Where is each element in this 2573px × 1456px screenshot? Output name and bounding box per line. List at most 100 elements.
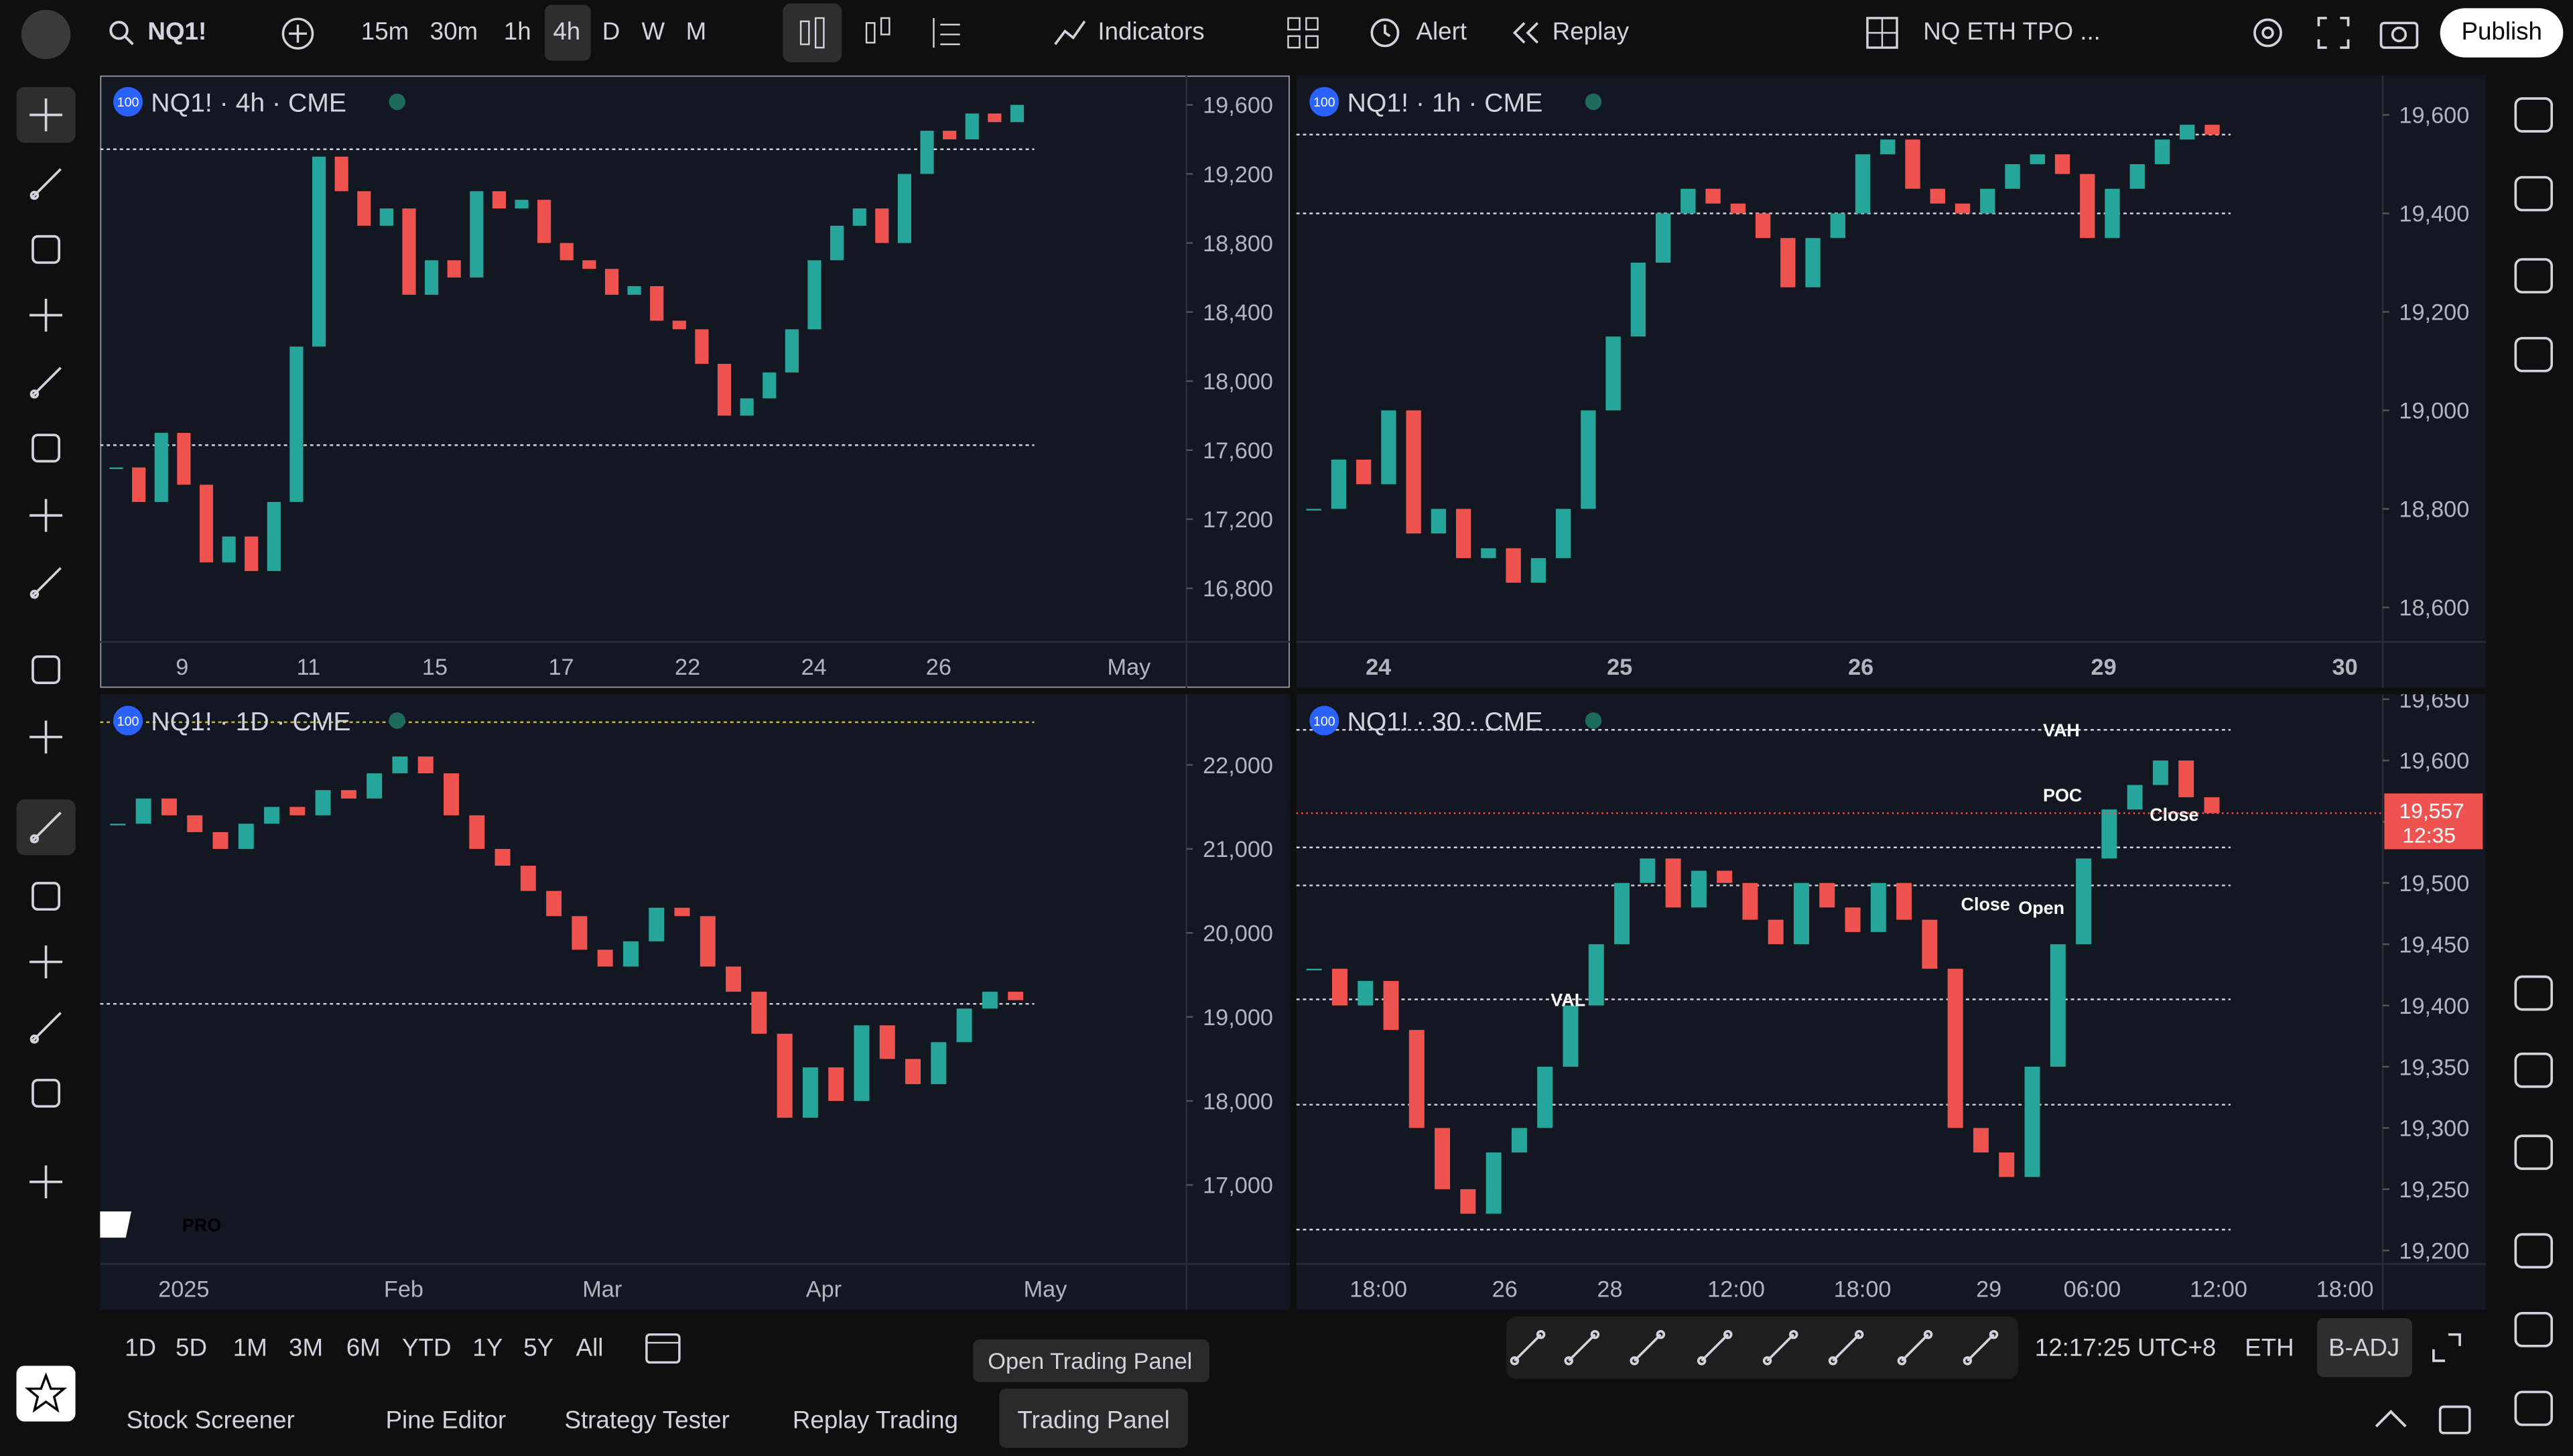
right-tool-icon[interactable] [2512, 95, 2555, 135]
candle [2005, 163, 2020, 189]
right-tool-icon[interactable] [2512, 974, 2555, 1013]
interval[interactable]: 30m [430, 17, 478, 46]
trash-icon[interactable] [28, 1164, 64, 1200]
candle [1819, 882, 1835, 908]
replay-icon[interactable] [1510, 19, 1542, 46]
hide-icon[interactable] [28, 1010, 64, 1046]
right-tool-icon[interactable] [2512, 1310, 2555, 1349]
range-button[interactable]: 3M [289, 1334, 324, 1363]
floating-tool-icon[interactable] [1828, 1329, 1864, 1366]
fullscreen-icon[interactable] [2317, 16, 2350, 49]
search-icon[interactable] [109, 19, 135, 46]
right-tool-icon[interactable] [2512, 335, 2555, 375]
alert-button[interactable]: Alert [1416, 17, 1467, 46]
replay-button[interactable]: Replay [1552, 17, 1630, 46]
indicators-icon[interactable] [1052, 15, 1088, 51]
candle [1481, 548, 1496, 558]
candle [1880, 139, 1896, 155]
layout-grid-icon[interactable] [1286, 16, 1319, 49]
right-tool-icon[interactable] [2512, 1132, 2555, 1172]
candle [1630, 262, 1646, 337]
indicators-button[interactable]: Indicators [1098, 17, 1205, 46]
tab[interactable]: Pine Editor [385, 1406, 507, 1435]
trend-line-icon[interactable] [28, 166, 64, 202]
interval[interactable]: 1h [503, 17, 531, 46]
floating-tool-icon[interactable] [1697, 1329, 1733, 1366]
range-button[interactable]: 1M [233, 1334, 267, 1363]
chart-pane[interactable]: 22,000 21,000 20,000 19,000 18,000 17,000 2025… [100, 694, 1290, 1310]
brush-icon[interactable] [28, 430, 64, 466]
favorites-icon[interactable] [16, 1366, 76, 1422]
snapshot-icon[interactable] [2379, 16, 2419, 49]
expand-icon[interactable] [2432, 1333, 2461, 1362]
right-tool-icon[interactable] [2512, 174, 2555, 214]
crosshair-icon[interactable] [28, 97, 64, 133]
zoom-icon[interactable] [28, 719, 64, 755]
range-button[interactable]: 6M [346, 1334, 381, 1363]
bar-type-icon[interactable] [862, 15, 895, 51]
tab[interactable]: Stock Screener [126, 1406, 295, 1435]
range-button[interactable]: YTD [402, 1334, 452, 1363]
session[interactable]: ETH [2245, 1334, 2294, 1363]
interval[interactable]: 4h [553, 17, 581, 46]
range-button[interactable]: 1Y [472, 1334, 503, 1363]
tab[interactable]: Trading Panel [1017, 1406, 1170, 1435]
collapse-icon[interactable] [2375, 1408, 2407, 1428]
active-tab-bg[interactable] [999, 1388, 1189, 1448]
interval[interactable]: W [641, 17, 665, 46]
range-button[interactable]: 5Y [523, 1334, 554, 1363]
magnet-icon[interactable] [28, 809, 64, 846]
lock-icon[interactable] [28, 944, 64, 980]
publish-label[interactable]: Publish [2461, 17, 2542, 46]
floating-tool-icon[interactable] [1564, 1329, 1600, 1366]
adjust-label[interactable]: B-ADJ [2328, 1334, 2400, 1363]
floating-tool-icon[interactable] [1510, 1329, 1546, 1366]
fib-icon[interactable] [28, 231, 64, 267]
maximize-icon[interactable] [2438, 1405, 2471, 1435]
range-button[interactable]: 5D [176, 1334, 208, 1363]
avatar[interactable] [21, 9, 71, 60]
candle [875, 208, 889, 243]
floating-tool-icon[interactable] [1762, 1329, 1798, 1366]
range-button[interactable]: 1D [125, 1334, 157, 1363]
alert-icon[interactable] [1367, 15, 1403, 51]
compare-icon[interactable] [927, 15, 964, 51]
lock-draw-icon[interactable] [28, 878, 64, 915]
emoji-icon[interactable] [28, 565, 64, 601]
chart-pane[interactable]: 19,65019,60019,55019,50019,45019,40019,3… [1296, 694, 2487, 1310]
goto-date-icon[interactable] [645, 1329, 681, 1366]
right-tool-icon[interactable] [2512, 1389, 2555, 1429]
tab[interactable]: Strategy Tester [564, 1406, 730, 1435]
forecast-icon[interactable] [28, 365, 64, 401]
candle [830, 225, 844, 261]
link-icon[interactable] [28, 1075, 64, 1112]
add-symbol-icon[interactable] [281, 16, 315, 50]
range-button[interactable]: All [576, 1334, 604, 1363]
candle [802, 1067, 818, 1118]
right-tool-icon[interactable] [2512, 1051, 2555, 1090]
chart-pane[interactable]: 19,600 19,200 18,800 18,400 18,000 17,600 17,2… [100, 75, 1290, 688]
right-tool-icon[interactable] [2512, 1231, 2555, 1270]
floating-tool-icon[interactable] [1963, 1329, 1999, 1366]
publish-button[interactable] [2440, 8, 2564, 58]
active-interval-bg[interactable] [545, 5, 591, 61]
candle [1506, 548, 1521, 583]
pattern-icon[interactable] [28, 297, 64, 333]
chart-pane[interactable]: 19,600 19,400 19,200 19,000 18,800 18,600 24 25… [1296, 75, 2487, 688]
floating-tool-icon[interactable] [1897, 1329, 1933, 1366]
interval[interactable]: D [602, 17, 620, 46]
chart-type-active[interactable] [783, 3, 842, 63]
settings-icon[interactable] [2250, 15, 2286, 51]
layout-name[interactable]: NQ ETH TPO ... [1923, 17, 2101, 46]
text-tool-icon[interactable] [28, 497, 64, 533]
adjust-button[interactable] [2316, 1318, 2413, 1378]
floating-tool-icon[interactable] [1630, 1329, 1666, 1366]
tab[interactable]: Replay Trading [792, 1406, 958, 1435]
clock[interactable]: 12:17:25 UTC+8 [2034, 1334, 2217, 1363]
ruler-icon[interactable] [28, 652, 64, 688]
right-tool-icon[interactable] [2512, 256, 2555, 295]
layout-icon[interactable] [1866, 16, 1899, 49]
interval[interactable]: 15m [360, 17, 409, 46]
symbol[interactable]: NQ1! [147, 17, 207, 46]
interval[interactable]: M [685, 17, 707, 46]
